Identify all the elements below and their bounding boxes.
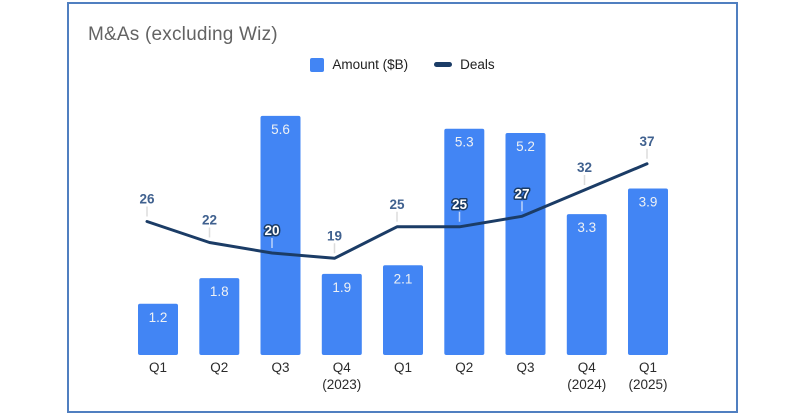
legend-item-amount: Amount ($B)	[310, 57, 408, 72]
legend-item-deals: Deals	[434, 57, 495, 72]
deals-value-label-q1: 25	[389, 197, 405, 212]
deals-series-swatch-icon	[434, 62, 453, 67]
deals-value-label-q3: 20	[264, 223, 279, 238]
bar-value-label-q2: 1.8	[210, 284, 229, 299]
bar-q1	[138, 303, 178, 355]
amount-series-swatch-icon	[310, 57, 325, 72]
x-axis-label-q3: Q3	[271, 360, 289, 375]
legend-label-amount: Amount ($B)	[332, 57, 409, 72]
deals-value-label-q1-2025: 37	[639, 134, 654, 149]
deals-value-label-q2: 22	[202, 213, 217, 228]
chart-title: M&As (excluding Wiz)	[88, 24, 278, 45]
deals-value-label-q2: 25	[452, 197, 468, 212]
deals-value-label-q3: 27	[514, 186, 529, 201]
bar-q1-2025	[628, 188, 668, 355]
chart-legend: Amount ($B) Deals	[67, 57, 738, 72]
x-axis-label-q3: Q3	[516, 360, 534, 375]
deals-value-label-q1: 26	[139, 192, 155, 207]
bar-q2	[444, 128, 485, 355]
legend-label-deals: Deals	[460, 57, 495, 72]
bar-value-label-q1: 2.1	[394, 271, 413, 286]
bar-q3	[505, 133, 546, 355]
bar-value-label-q4-2023: 1.9	[332, 280, 351, 295]
x-axis-label-q4-2023: Q4 (2023)	[322, 360, 361, 392]
bar-value-label-q3: 5.2	[516, 139, 535, 154]
x-axis-label-q2: Q2	[210, 360, 228, 375]
x-axis-label-q4-2024: Q4 (2024)	[567, 360, 606, 392]
x-axis-label-q2: Q2	[455, 360, 473, 375]
bar-q4-2023	[321, 273, 362, 355]
bar-value-label-q1-2025: 3.9	[639, 195, 658, 210]
bar-value-label-q4-2024: 3.3	[577, 220, 596, 235]
bar-value-label-q2: 5.3	[455, 135, 474, 150]
bar-q3	[260, 115, 301, 356]
x-axis-label-q1: Q1	[394, 360, 412, 375]
bar-value-label-q1: 1.2	[149, 310, 168, 325]
deals-line	[145, 162, 649, 260]
bar-q4-2024	[566, 214, 607, 355]
bar-q1	[383, 265, 423, 355]
x-axis-label-q1-2025: Q1 (2025)	[628, 360, 667, 392]
bar-value-label-q3: 5.6	[271, 122, 290, 137]
deals-value-label-q4-2024: 32	[577, 160, 592, 175]
deals-value-label-q4-2023: 19	[327, 228, 342, 243]
bar-q2	[199, 278, 240, 355]
x-axis-label-q1: Q1	[149, 360, 167, 375]
